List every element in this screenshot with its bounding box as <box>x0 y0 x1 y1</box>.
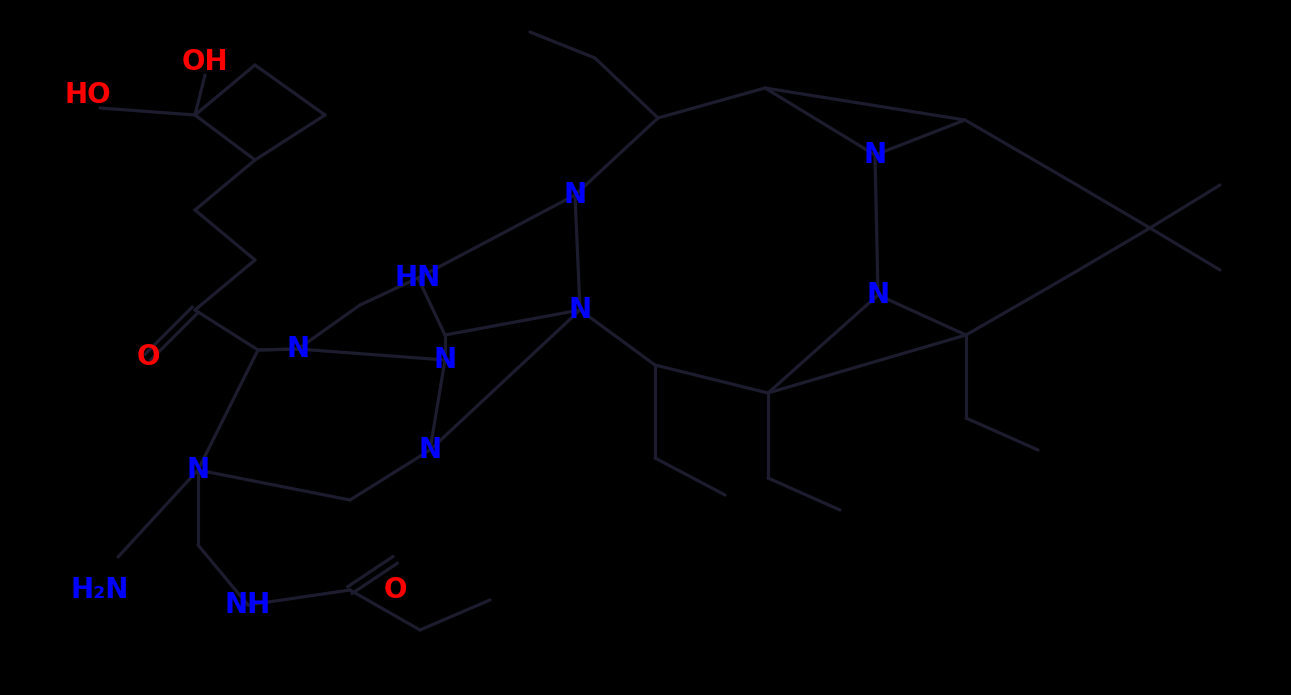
Text: NH: NH <box>225 591 271 619</box>
Text: N: N <box>568 296 591 324</box>
Text: HO: HO <box>65 81 111 109</box>
Text: N: N <box>864 141 887 169</box>
Text: N: N <box>287 335 310 363</box>
Text: N: N <box>563 181 586 209</box>
Text: O: O <box>137 343 160 371</box>
Text: N: N <box>434 346 457 374</box>
Text: N: N <box>186 456 209 484</box>
Text: OH: OH <box>182 48 229 76</box>
Text: N: N <box>418 436 442 464</box>
Text: O: O <box>383 576 407 604</box>
Text: N: N <box>866 281 889 309</box>
Text: H₂N: H₂N <box>71 576 129 604</box>
Text: HN: HN <box>395 264 442 292</box>
